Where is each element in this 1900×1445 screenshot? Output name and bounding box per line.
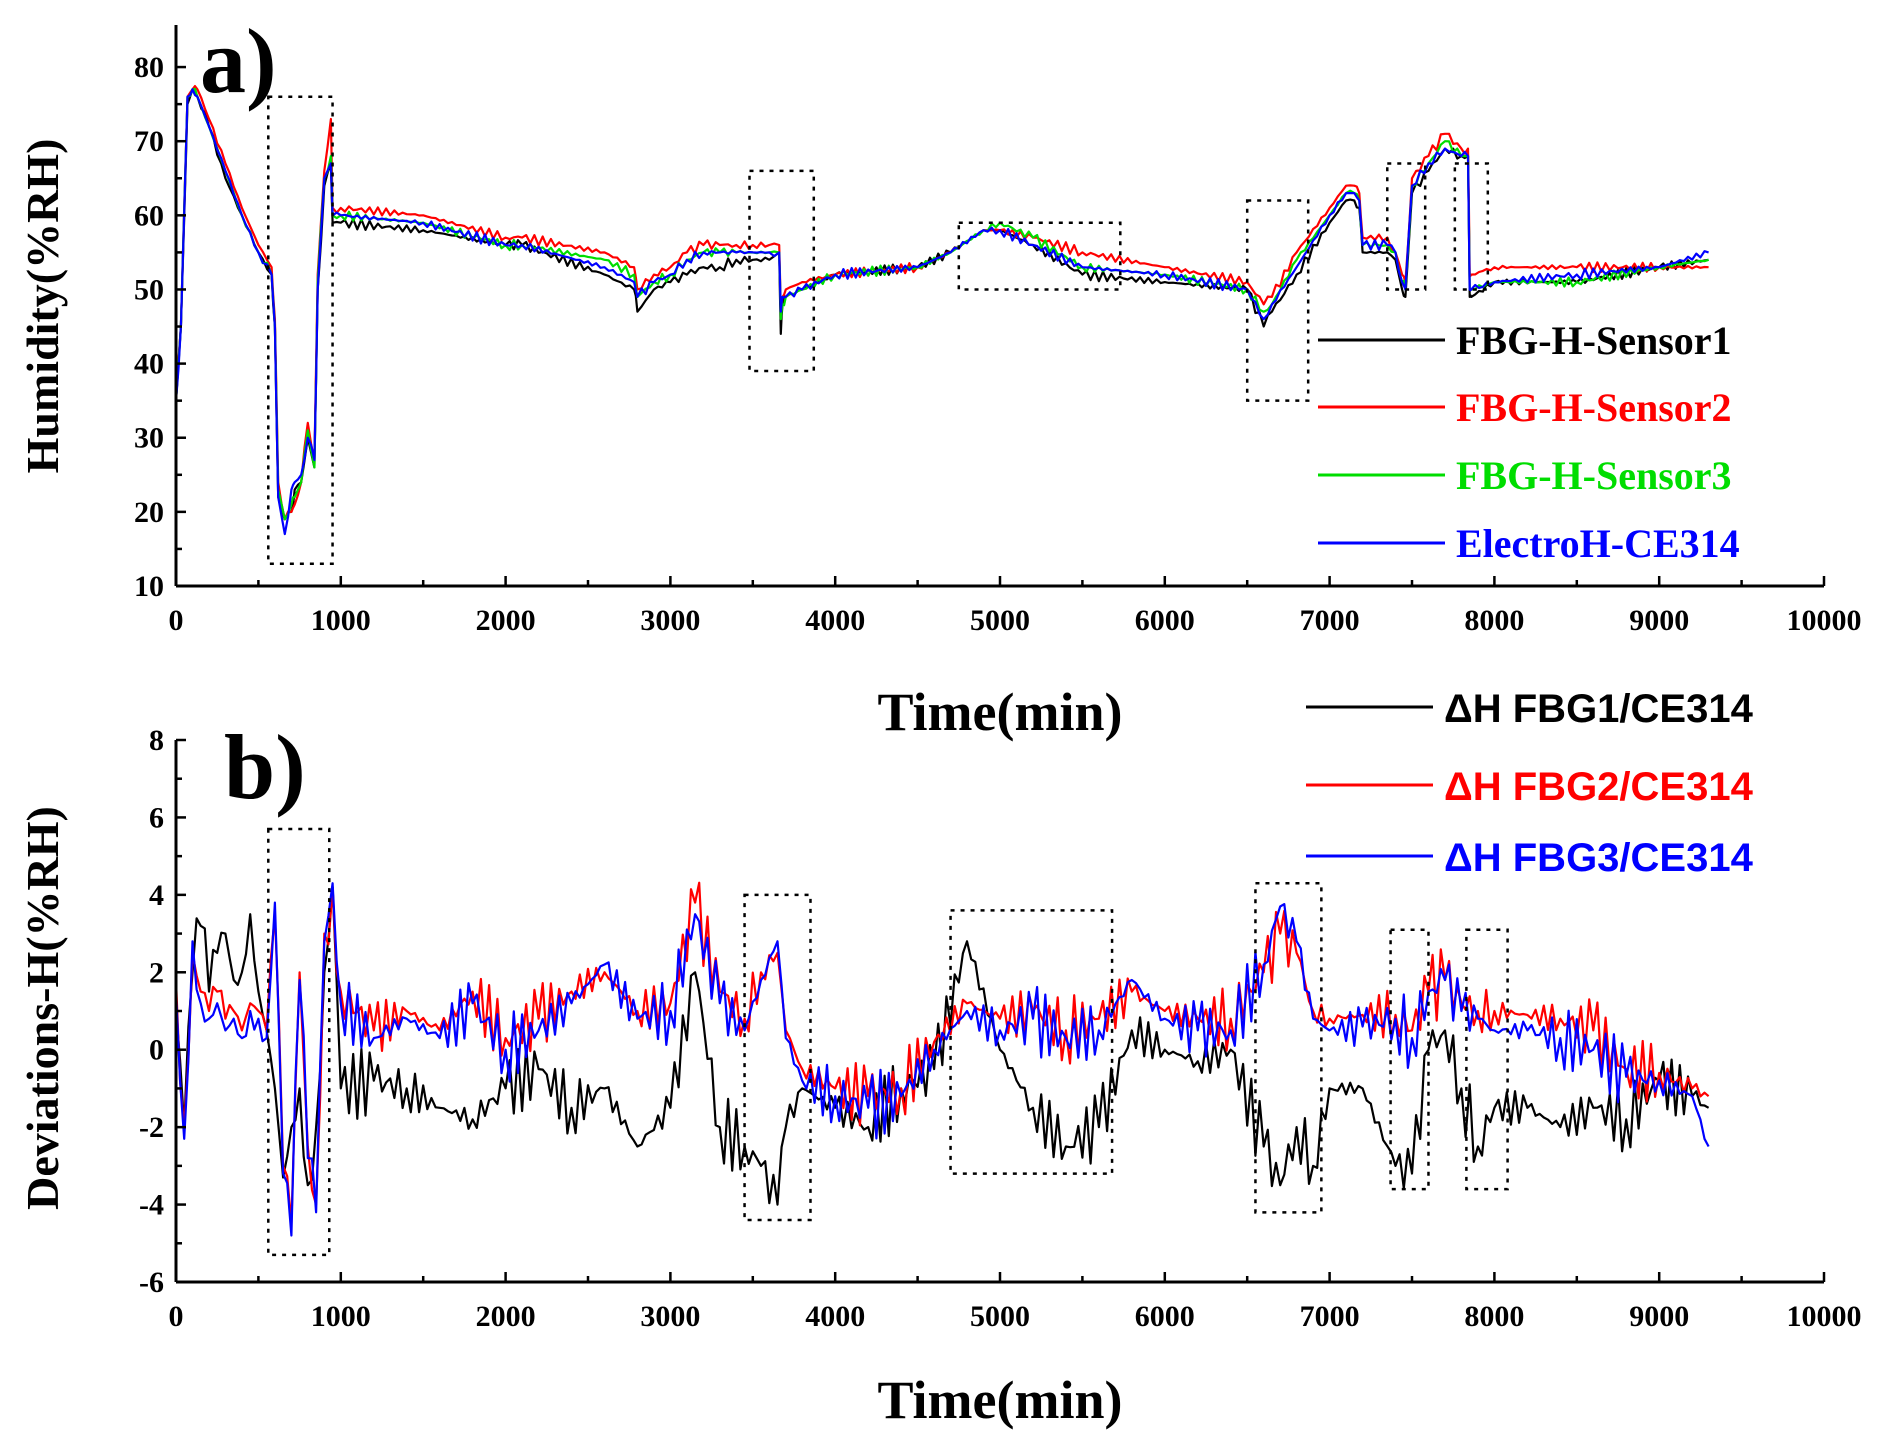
deviation-y-tick-label: 0 bbox=[149, 1034, 164, 1067]
legend-label-dh3: ΔH FBG3/CE314 bbox=[1444, 836, 1754, 880]
legend-label-sensor1: FBG-H-Sensor1 bbox=[1456, 318, 1732, 363]
deviation-y-tick-label: -4 bbox=[139, 1189, 164, 1222]
deviation-dashed-box-6 bbox=[1465, 928, 1509, 1191]
deviation-y-tick-label: 2 bbox=[149, 956, 164, 989]
deviation-panel: 0 1000 2000 3000 4000 5000 6000 7000 8000 9000 100… bbox=[17, 687, 1862, 1430]
humidity-y-tick-label: 10 bbox=[134, 570, 164, 603]
humidity-dashed-box-1 bbox=[267, 95, 334, 566]
humidity-x-tick-label: 6000 bbox=[1135, 604, 1195, 637]
legend-label-sensor3: FBG-H-Sensor3 bbox=[1456, 453, 1732, 498]
humidity-x-tick-label: 10000 bbox=[1787, 604, 1862, 637]
legend-label-dh2: ΔH FBG2/CE314 bbox=[1444, 765, 1754, 809]
deviation-series-line-3 bbox=[174, 882, 1710, 1237]
humidity-y-tick-label: 40 bbox=[134, 348, 164, 381]
humidity-x-tick-label: 2000 bbox=[476, 604, 536, 637]
humidity-y-tick-label: 50 bbox=[134, 273, 164, 306]
humidity-y-axis-title: Humidity(%RH) bbox=[17, 139, 68, 474]
panel-a-label: a) bbox=[200, 10, 277, 112]
humidity-y-tick-label: 30 bbox=[134, 422, 164, 455]
deviation-x-tick-label: 10000 bbox=[1787, 1300, 1862, 1333]
deviation-dashed-box-3 bbox=[949, 909, 1114, 1175]
humidity-series-line-4 bbox=[174, 88, 1709, 536]
humidity-annotation-boxes bbox=[267, 95, 1490, 566]
humidity-x-tick-label: 5000 bbox=[970, 604, 1030, 637]
humidity-panel: 0 1000 2000 3000 4000 5000 6000 7000 8000 9000 100… bbox=[17, 10, 1862, 742]
humidity-x-tick-label: 4000 bbox=[805, 604, 865, 637]
deviation-y-tick-label: 8 bbox=[149, 724, 164, 757]
humidity-y-tick-label: 20 bbox=[134, 496, 164, 529]
panel-b-label: b) bbox=[224, 716, 306, 818]
legend-label-dh1: ΔH FBG1/CE314 bbox=[1444, 687, 1754, 731]
humidity-x-tick-label: 7000 bbox=[1300, 604, 1360, 637]
humidity-series-group bbox=[174, 85, 1709, 536]
humidity-x-tick-label: 8000 bbox=[1464, 604, 1524, 637]
humidity-x-tick-label: 1000 bbox=[311, 604, 371, 637]
humidity-y-tick-label: 70 bbox=[134, 125, 164, 158]
deviation-x-tick-label: 2000 bbox=[476, 1300, 536, 1333]
deviation-x-tick-label: 6000 bbox=[1135, 1300, 1195, 1333]
deviation-y-axis-title: Deviations-H(%RH) bbox=[17, 806, 68, 1210]
humidity-y-tick-label: 80 bbox=[134, 51, 164, 84]
deviation-x-tick-label: 1000 bbox=[311, 1300, 371, 1333]
legend-label-sensor2: FBG-H-Sensor2 bbox=[1456, 385, 1732, 430]
deviation-series-line-1 bbox=[174, 886, 1710, 1206]
deviation-y-tick-label: -6 bbox=[139, 1266, 164, 1299]
humidity-x-tick-label: 3000 bbox=[640, 604, 700, 637]
deviation-dashed-box-2 bbox=[743, 893, 812, 1222]
deviation-x-tick-label: 9000 bbox=[1629, 1300, 1689, 1333]
humidity-y-tick-label: 60 bbox=[134, 199, 164, 232]
deviation-x-tick-label: 5000 bbox=[970, 1300, 1030, 1333]
humidity-legend: FBG-H-Sensor1 FBG-H-Sensor2 FBG-H-Sensor… bbox=[1318, 318, 1740, 566]
deviation-x-tick-label: 7000 bbox=[1300, 1300, 1360, 1333]
deviation-x-tick-label: 0 bbox=[169, 1300, 184, 1333]
deviation-x-tick-label: 8000 bbox=[1464, 1300, 1524, 1333]
humidity-dashed-box-2 bbox=[748, 169, 816, 373]
humidity-dashed-box-5 bbox=[1386, 162, 1427, 291]
deviation-legend: ΔH FBG1/CE314 ΔH FBG2/CE314 ΔH FBG3/CE31… bbox=[1306, 687, 1754, 880]
deviation-y-tick-label: 6 bbox=[149, 801, 164, 834]
deviation-annotation-boxes bbox=[267, 827, 1509, 1257]
deviation-y-tick-label: 4 bbox=[149, 879, 164, 912]
deviation-series-group bbox=[174, 881, 1710, 1237]
deviation-x-tick-label: 3000 bbox=[640, 1300, 700, 1333]
deviation-ticks: 0 1000 2000 3000 4000 5000 6000 7000 8000 9000 100… bbox=[139, 724, 1862, 1333]
deviation-x-axis-title: Time(min) bbox=[878, 1370, 1123, 1430]
humidity-x-tick-label: 0 bbox=[169, 604, 184, 637]
legend-label-ce314: ElectroH-CE314 bbox=[1456, 521, 1740, 566]
humidity-ticks: 0 1000 2000 3000 4000 5000 6000 7000 8000 9000 100… bbox=[134, 51, 1862, 637]
humidity-dashed-box-4 bbox=[1245, 199, 1310, 402]
humidity-dashed-box-3 bbox=[957, 221, 1122, 291]
humidity-x-tick-label: 9000 bbox=[1629, 604, 1689, 637]
humidity-x-axis-title: Time(min) bbox=[878, 682, 1123, 742]
deviation-y-tick-label: -2 bbox=[139, 1111, 164, 1144]
deviation-x-tick-label: 4000 bbox=[805, 1300, 865, 1333]
deviation-dashed-box-1 bbox=[267, 827, 331, 1257]
deviation-dashed-box-4 bbox=[1254, 881, 1323, 1214]
